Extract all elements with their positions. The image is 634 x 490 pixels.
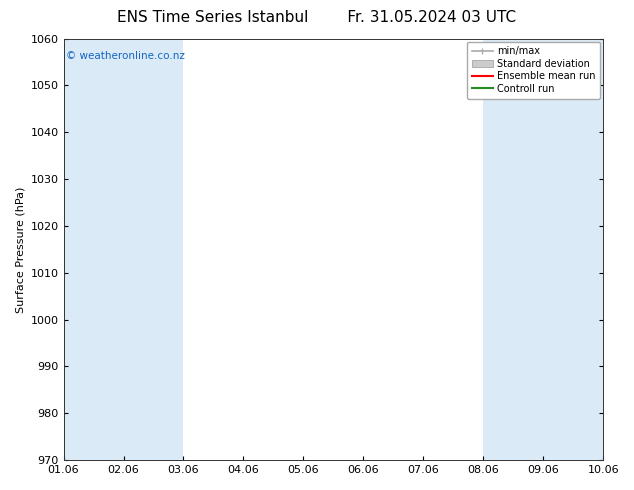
Text: ENS Time Series Istanbul        Fr. 31.05.2024 03 UTC: ENS Time Series Istanbul Fr. 31.05.2024 … [117,10,517,25]
Text: © weatheronline.co.nz: © weatheronline.co.nz [66,51,185,61]
Bar [483,39,603,460]
Legend: min/max, Standard deviation, Ensemble mean run, Controll run: min/max, Standard deviation, Ensemble me… [467,42,600,98]
Bar [63,39,183,460]
Y-axis label: Surface Pressure (hPa): Surface Pressure (hPa) [15,186,25,313]
